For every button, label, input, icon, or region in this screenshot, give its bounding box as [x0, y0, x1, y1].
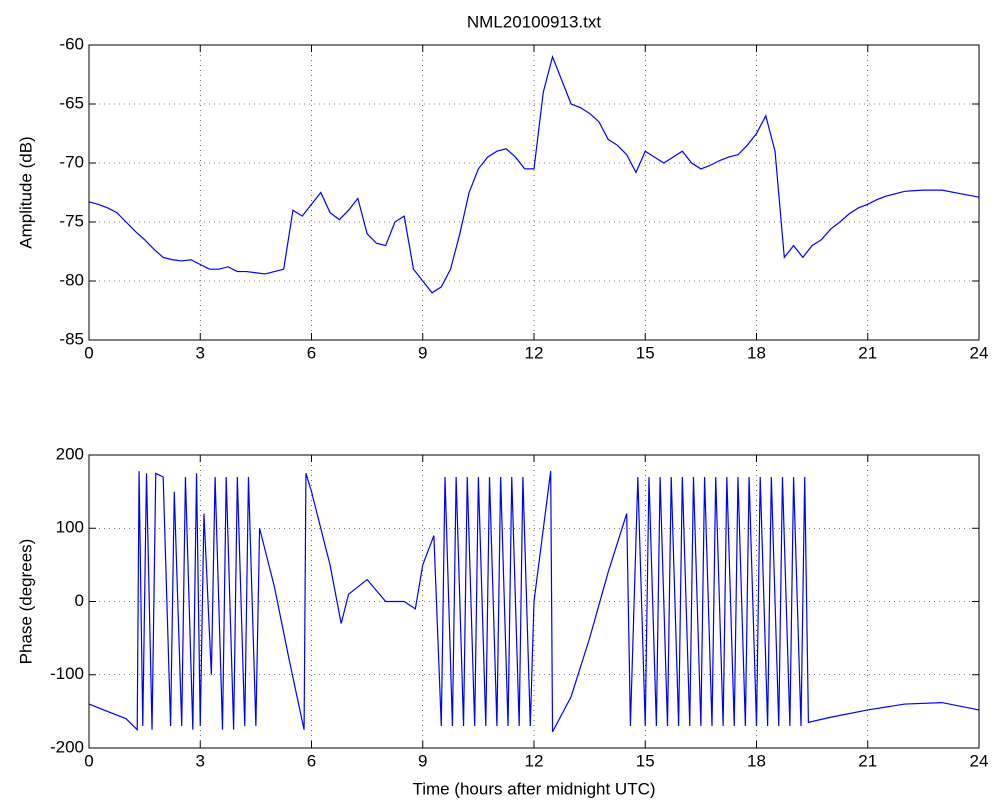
y-tick-label: -75 — [59, 211, 84, 230]
x-tick-label: 18 — [747, 343, 766, 362]
x-tick-label: 12 — [525, 343, 544, 362]
axes-frame — [88, 454, 980, 749]
x-tick-label: 24 — [970, 751, 989, 770]
x-tick-label: 0 — [84, 751, 93, 770]
x-tick-label: 0 — [84, 343, 93, 362]
y-tick-label: -85 — [59, 329, 84, 348]
x-tick-label: 21 — [858, 751, 877, 770]
chart-title: NML20100913.txt — [467, 12, 601, 31]
y-tick-label: 100 — [56, 518, 84, 537]
x-tick-label: 15 — [636, 751, 655, 770]
data-line — [88, 54, 980, 294]
x-tick-label: 3 — [196, 343, 205, 362]
data-line — [88, 471, 980, 733]
x-tick-label: 12 — [525, 751, 544, 770]
y-tick-label: -65 — [59, 93, 84, 112]
x-tick-label: 24 — [970, 343, 989, 362]
x-tick-label: 9 — [418, 343, 427, 362]
y-tick-label: -80 — [59, 270, 84, 289]
y-axis-label: Amplitude (dB) — [16, 136, 35, 248]
axes-frame — [88, 44, 980, 341]
y-tick-label: -70 — [59, 152, 84, 171]
y-tick-label: -200 — [50, 737, 84, 756]
x-axis-label: Time (hours after midnight UTC) — [412, 779, 655, 798]
y-tick-label: 0 — [75, 591, 84, 610]
x-tick-label: 18 — [747, 751, 766, 770]
y-axis-label: Phase (degrees) — [16, 539, 35, 665]
y-tick-label: -100 — [50, 664, 84, 683]
y-tick-label: 200 — [56, 444, 84, 463]
x-tick-label: 6 — [307, 751, 316, 770]
x-tick-label: 6 — [307, 343, 316, 362]
x-tick-label: 15 — [636, 343, 655, 362]
x-tick-label: 3 — [196, 751, 205, 770]
x-tick-label: 9 — [418, 751, 427, 770]
y-tick-label: -60 — [59, 34, 84, 53]
x-tick-label: 21 — [858, 343, 877, 362]
